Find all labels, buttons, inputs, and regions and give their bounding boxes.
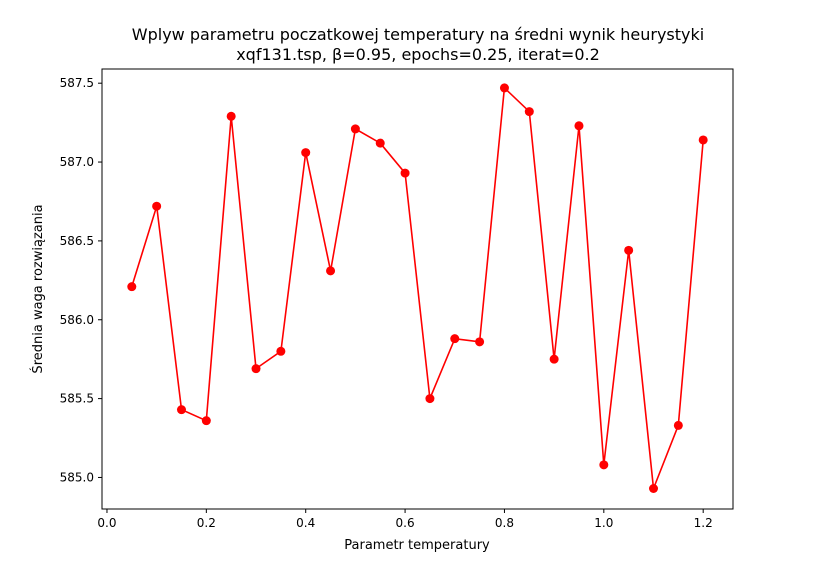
data-point	[127, 282, 137, 292]
data-point	[176, 405, 186, 415]
series-markers	[127, 83, 708, 493]
data-point	[698, 135, 708, 145]
data-point	[450, 334, 460, 344]
data-point	[549, 354, 559, 364]
data-point	[524, 107, 534, 117]
x-tick-label: 0.4	[296, 516, 315, 530]
data-point	[499, 83, 509, 93]
y-axis-ticks: 585.0 585.5 586.0 586.5 587.0 587.5	[60, 76, 102, 484]
y-tick-label: 587.0	[60, 155, 94, 169]
y-tick-label: 587.5	[60, 76, 94, 90]
plot-frame	[101, 68, 734, 510]
data-point	[375, 138, 385, 148]
data-point	[624, 245, 634, 255]
data-point	[649, 483, 659, 493]
data-point	[152, 201, 162, 211]
y-tick-label: 585.5	[60, 392, 94, 406]
y-axis-label: Średnia waga rozwiązania	[30, 204, 46, 373]
data-point	[425, 394, 435, 404]
y-tick-label: 586.0	[60, 313, 94, 327]
data-point	[326, 266, 336, 276]
y-tick-label: 586.5	[60, 234, 94, 248]
x-tick-label: 0.6	[396, 516, 415, 530]
x-tick-label: 0.2	[197, 516, 216, 530]
data-point	[475, 337, 485, 347]
data-point	[226, 111, 236, 121]
data-point	[201, 416, 211, 426]
y-tick-label: 585.0	[60, 470, 94, 484]
data-point	[574, 121, 584, 131]
data-point	[400, 168, 410, 178]
chart-subtitle: xqf131.tsp, β=0.95, epochs=0.25, iterat=…	[236, 45, 600, 64]
x-tick-label: 0.0	[97, 516, 116, 530]
data-point	[599, 460, 609, 470]
x-axis-ticks: 0.0 0.2 0.4 0.6 0.8 1.0 1.2	[97, 509, 713, 530]
data-point	[251, 364, 261, 374]
data-point	[350, 124, 360, 134]
x-tick-label: 0.8	[495, 516, 514, 530]
data-point	[276, 346, 286, 356]
x-tick-label: 1.0	[594, 516, 613, 530]
data-point	[301, 148, 311, 158]
x-axis-label: Parametr temperatury	[344, 538, 490, 553]
data-point	[673, 420, 683, 430]
x-tick-label: 1.2	[694, 516, 713, 530]
series-line	[131, 86, 704, 489]
chart-title: Wplyw parametru poczatkowej temperatury …	[132, 25, 704, 44]
